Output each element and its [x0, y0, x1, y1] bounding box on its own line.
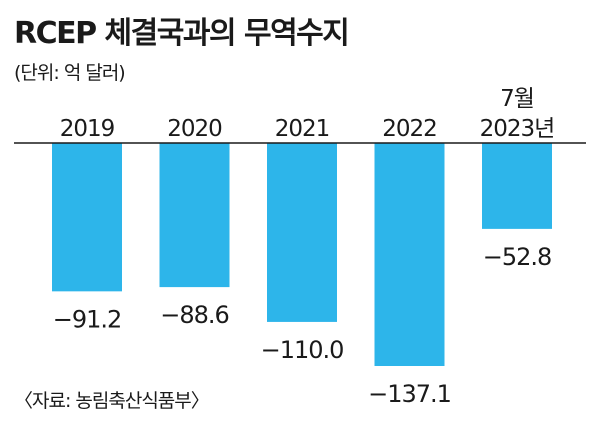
x-tick-label: 2023년 — [480, 116, 555, 142]
unit-label: (단위: 억 달러) — [14, 62, 126, 84]
bar — [267, 143, 337, 322]
x-tick-label: 2019 — [60, 116, 115, 142]
x-tick-label: 7월 — [500, 86, 534, 112]
data-label: −88.6 — [160, 301, 229, 329]
bar — [482, 143, 552, 229]
data-label: −110.0 — [261, 336, 344, 364]
bar — [52, 143, 122, 292]
data-label: −137.1 — [368, 380, 451, 408]
bar — [374, 143, 445, 366]
bar — [159, 143, 230, 288]
data-label: −52.8 — [483, 243, 552, 271]
x-tick-label: 2022 — [382, 116, 437, 142]
source-note: 〈자료: 농림축산식품부〉 — [14, 390, 210, 412]
x-tick-label: 2020 — [167, 116, 222, 142]
chart-title: RCEP 체결국과의 무역수지 — [14, 16, 350, 51]
data-label: −91.2 — [53, 305, 122, 333]
x-tick-label: 2021 — [275, 116, 330, 142]
